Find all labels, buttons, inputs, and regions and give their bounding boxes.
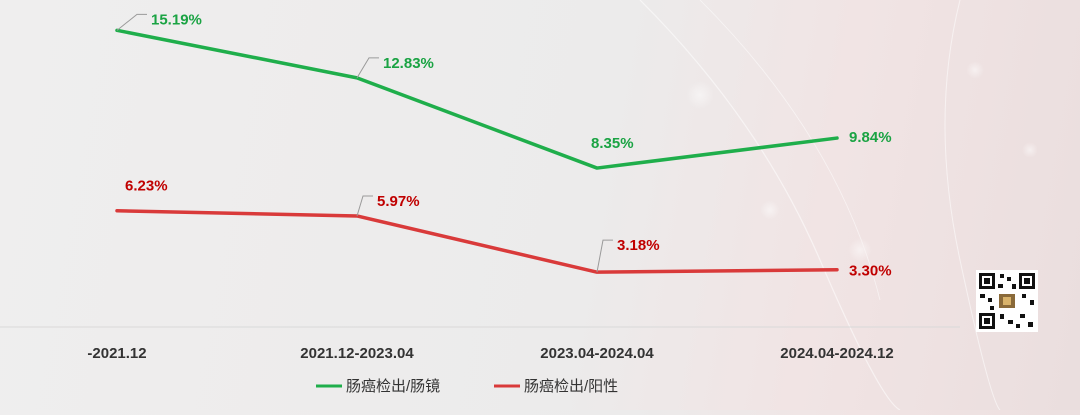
series-line-1: [115, 28, 839, 170]
data-label-leader: [356, 195, 373, 217]
legend-label: 肠癌检出/肠镜: [346, 377, 440, 395]
data-label: 3.30%: [849, 263, 892, 280]
x-tick-label: 2023.04-2024.04: [540, 345, 654, 362]
data-label: 9.84%: [849, 129, 892, 146]
x-tick-label: 2021.12-2023.04: [300, 345, 414, 362]
data-label: 6.23%: [125, 178, 168, 195]
x-tick-label: -2021.12: [87, 345, 146, 362]
data-label-leader: [116, 13, 147, 31]
series-line-2: [115, 208, 839, 274]
data-label: 5.97%: [377, 193, 420, 210]
data-label-leader: [596, 239, 613, 273]
data-label: 3.18%: [617, 237, 660, 254]
data-label: 8.35%: [591, 135, 634, 152]
qr-code-icon: [976, 270, 1038, 332]
background-decoration: [639, 0, 1038, 411]
legend-label: 肠癌检出/阳性: [524, 378, 618, 395]
data-label: 15.19%: [151, 11, 202, 28]
x-tick-label: 2024.04-2024.12: [780, 345, 893, 362]
data-label-leader: [356, 57, 379, 79]
data-label: 12.83%: [383, 55, 434, 72]
